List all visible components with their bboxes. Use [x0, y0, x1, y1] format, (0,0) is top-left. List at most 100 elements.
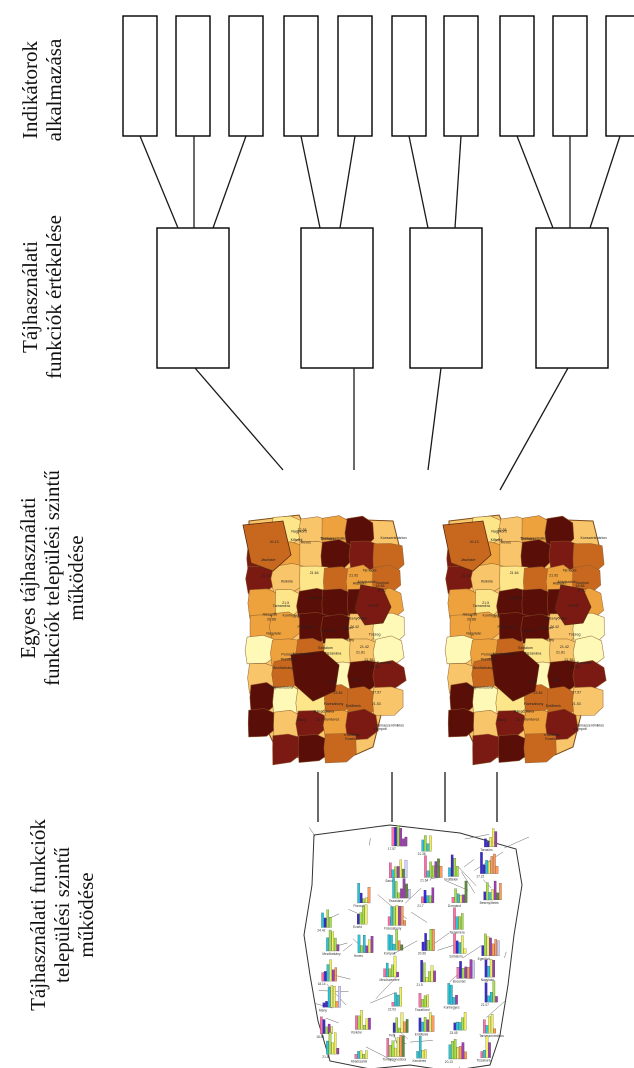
bar-2-3 — [492, 828, 495, 847]
bar-21-2 — [486, 936, 490, 956]
bar-1-1 — [424, 835, 427, 852]
bar-15-3 — [461, 913, 464, 930]
bar-25-6 — [472, 960, 475, 979]
bar-20-4 — [463, 948, 467, 954]
map-label-2-14: Füzesabony — [524, 702, 544, 706]
connector-evaluation-3 — [427, 367, 442, 471]
bar-25-2 — [461, 968, 465, 979]
bar-37-0 — [483, 1019, 486, 1034]
connector-indicator-6 — [408, 135, 429, 229]
bar-17-5 — [370, 935, 374, 953]
map-label-2-7: Poroszló — [481, 653, 495, 657]
map-region-2-33 — [572, 635, 605, 669]
bar-15-1 — [455, 916, 459, 930]
bar-map-boundary-8 — [352, 938, 359, 944]
bar-41-1 — [418, 1036, 422, 1059]
connector-indicator-7 — [454, 135, 462, 229]
map-region-1-23 — [268, 611, 302, 642]
bar-20-3 — [461, 935, 464, 954]
bar-map-label-19: 20.66 — [418, 952, 426, 956]
bar-map-label-29: Tiszafüred — [415, 1008, 430, 1012]
bar-28-0 — [391, 1002, 395, 1007]
map-label-2-10: Dormánd — [521, 537, 536, 541]
bar-21-6 — [497, 940, 500, 956]
bar-41-3 — [424, 1049, 427, 1059]
indicator-box-8 — [499, 15, 535, 137]
map-label-1-44: Kőtelek — [291, 538, 303, 542]
bar-12-1 — [323, 917, 327, 928]
map-label-1-45: 21.42 — [360, 645, 369, 649]
bar-11-1 — [486, 882, 489, 901]
map-region-1-33 — [372, 635, 405, 669]
bar-16-3 — [334, 937, 337, 952]
bar-29-0 — [418, 993, 422, 1008]
bar-map-label-17: Heves — [354, 954, 363, 958]
bar-33-4 — [365, 1018, 369, 1030]
bar-17-4 — [368, 939, 371, 953]
bar-42-0 — [448, 1044, 452, 1060]
map-region-2-16 — [447, 588, 481, 619]
map-label-2-29: Tiszafüred — [480, 658, 497, 662]
map-label-2-4: 21.64 — [510, 571, 519, 575]
bar-8-1 — [394, 881, 398, 899]
map-label-1-55: Törökszentmiklós — [320, 537, 348, 541]
bar-map-boundary-16 — [343, 943, 353, 952]
bar-map-boundary-6 — [463, 859, 475, 868]
map-label-2-13: Ecséd — [545, 737, 555, 741]
indicator-box-6 — [391, 15, 427, 137]
bar-4-1 — [426, 870, 430, 878]
map-label-1-34: Pély — [347, 638, 354, 642]
bar-14-3 — [395, 905, 399, 926]
connector-indicator-1 — [139, 135, 179, 229]
map-label-1-56: Alattyán — [353, 582, 366, 586]
map-label-1-26: Nagyiván — [266, 631, 281, 635]
label-bars-level-line-2: települési szintű — [50, 847, 74, 983]
map-region-1-48 — [295, 710, 327, 739]
map-region-2-50 — [545, 708, 579, 741]
map-label-2-40: Tomajmonostora — [466, 685, 493, 689]
bar-29-1 — [421, 999, 424, 1008]
map-label-2-44: Kőtelek — [491, 538, 503, 542]
map-label-2-49: Jászkisér — [461, 558, 477, 562]
map-label-2-36: 23.45 — [533, 691, 542, 695]
bar-41-2 — [421, 1050, 425, 1059]
map-label-2-25: Boconád — [577, 661, 591, 665]
bar-5-3 — [456, 866, 459, 877]
map-label-1-8: Tiszanána — [325, 652, 341, 656]
bar-38-1 — [328, 1032, 332, 1055]
bar-22-4 — [331, 969, 335, 982]
map-label-1-37: Tarnaszentmiklós — [376, 724, 404, 728]
bar-8-6 — [407, 889, 411, 899]
bar-map-label-33: Kisköre — [351, 1031, 362, 1035]
map-label-2-24: 21.5 — [482, 601, 489, 605]
bar-25-0 — [456, 967, 460, 979]
bar-map-label-1: 21.38 — [418, 852, 426, 856]
bar-7-3 — [365, 897, 368, 904]
bar-23-3 — [391, 964, 394, 978]
bar-22-1 — [324, 971, 327, 982]
bar-34-5 — [405, 1019, 409, 1033]
bar-1-2 — [426, 843, 430, 852]
map-region-highlight-b-1 — [290, 650, 340, 702]
bar-27-4 — [333, 986, 336, 1008]
map-label-1-59: Rákóczifalva — [314, 710, 334, 714]
map-label-2-16: Mezőtárkány — [472, 666, 493, 670]
map-label-2-1: 21.38 — [564, 658, 573, 662]
bar-3-4 — [399, 859, 402, 878]
bar-3-0 — [389, 862, 392, 878]
bar-39-2 — [359, 1050, 363, 1059]
map-label-1-29: Tiszafüred — [280, 658, 297, 662]
bar-27-0 — [322, 1002, 326, 1008]
bar-32-4 — [330, 1026, 334, 1034]
bar-21-1 — [484, 933, 487, 956]
map-label-2-59: Rákóczifalva — [514, 710, 534, 714]
map-region-1-15 — [372, 564, 402, 594]
bar-25-1 — [459, 961, 462, 979]
bar-map-boundary-28 — [457, 866, 477, 886]
bar-map-boundary-29 — [375, 975, 398, 999]
bar-42-6 — [464, 1051, 467, 1060]
bar-map-label-4: 21.64 — [420, 878, 428, 882]
map-label-1-50: Jászapáti — [262, 613, 277, 617]
bar-18-4 — [397, 940, 401, 951]
